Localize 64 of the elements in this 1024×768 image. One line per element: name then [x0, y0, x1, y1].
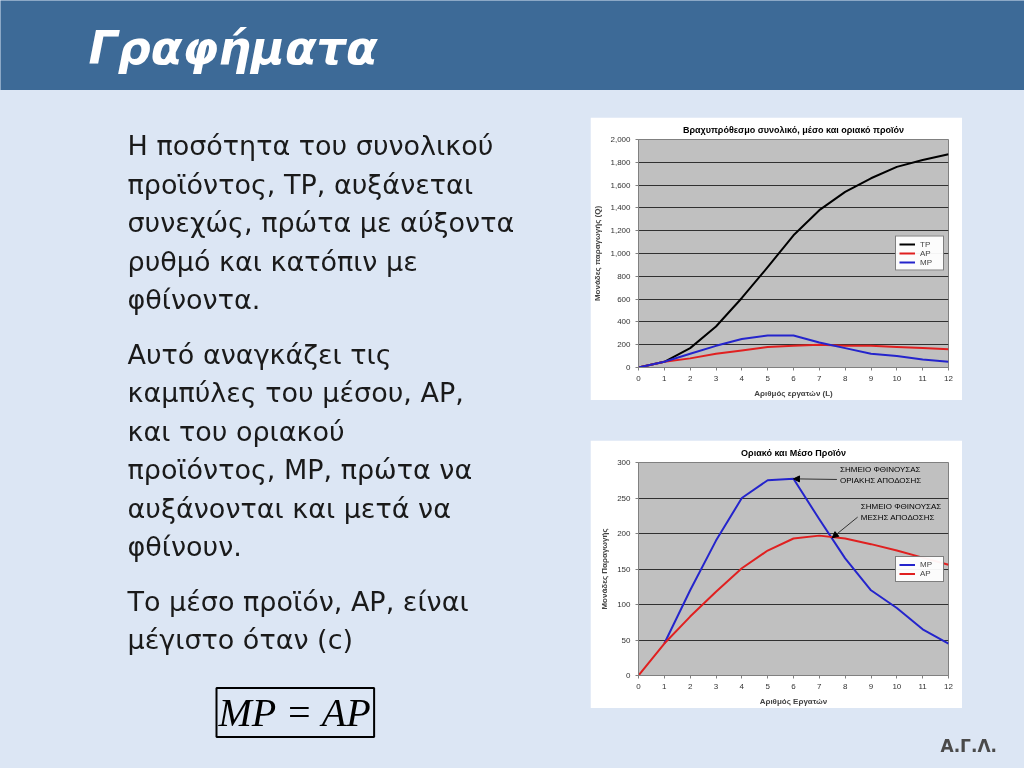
legend-label: MP	[920, 257, 933, 267]
x-tick-label: 9	[868, 681, 874, 691]
x-tick-label: 9	[868, 373, 874, 383]
text: Η ποσότητα του συνολικού προϊόντος, TP, αυξάνεται συνεχώς, πρώτα με αύξοντα ρυθμό και κατόπιν με φθίνοντα.	[127, 130, 515, 315]
legend-label: MP	[920, 559, 933, 569]
y-tick-label: 200	[617, 529, 632, 538]
x-tick-label: 4	[739, 373, 745, 383]
y-tick-label: 200	[617, 340, 632, 350]
x-tick-label: 11	[918, 681, 928, 691]
x-tick-label: 7	[817, 373, 823, 383]
text: Αυτό αναγκάζει τις καμπύλες του μέσου, AP, και του οριακού προϊόντος, MP, πρώτα να αυξάνονται και μετά να φθίνουν.	[127, 338, 473, 562]
text: Γραφήματα	[88, 20, 378, 75]
y-tick-label: 800	[617, 271, 632, 281]
x-tick-label: 5	[765, 373, 771, 383]
x-tick-label: 12	[944, 373, 954, 383]
x-tick-label: 10	[892, 681, 902, 691]
x-tick-label: 0	[636, 373, 642, 383]
annotation: ΣΗΜΕΙΟ ΦΘΙΝΟΥΣΑΣ ΜΕΣΗΣ ΑΠΟΔΟΣΗΣ	[860, 502, 942, 523]
x-tick-label: 3	[713, 373, 719, 383]
x-axis-title: Αριθμός εργατών (L)	[754, 388, 834, 398]
y-tick-label: 1,200	[610, 226, 632, 236]
y-tick-label: 1,600	[610, 180, 632, 190]
y-tick-label: 1,800	[610, 157, 632, 167]
x-tick-label: 10	[892, 373, 902, 383]
legend-label: AP	[920, 568, 932, 578]
y-axis-title: Μονάδες Παραγωγής	[600, 528, 610, 610]
chart-title: Οριακό και Μέσο Προϊόν	[741, 447, 846, 458]
x-tick-label: 8	[842, 681, 848, 691]
x-tick-label: 11	[918, 373, 928, 383]
x-tick-label: 12	[944, 681, 954, 691]
x-axis-title: Αριθμός Εργατών	[759, 696, 828, 706]
y-tick-label: 150	[617, 564, 632, 574]
annotation: ΣΗΜΕΙΟ ΦΘΙΝΟΥΣΑΣ ΟΡΙΑΚΗΣ ΑΠΟΔΟΣΗΣ	[840, 464, 922, 485]
x-tick-label: 2	[687, 681, 693, 691]
y-axis-title: Μονάδες παραγωγής (Q)	[593, 205, 603, 302]
legend-label: AP	[920, 248, 932, 258]
x-tick-label: 5	[765, 681, 771, 691]
y-tick-label: 300	[617, 458, 632, 467]
y-tick-label: 2,000	[610, 135, 632, 144]
y-tick-label: 600	[617, 294, 632, 304]
y-tick-label: 250	[617, 493, 632, 503]
line-series	[663, 477, 949, 645]
text: Το μέσο προϊόν, AP, είναι μέγιστο όταν (c)	[126, 585, 469, 655]
chart-title: Βραχυπρόθεσμο συνολικό, μέσο και οριακό προϊόν	[682, 124, 905, 135]
y-tick-label: 50	[621, 635, 632, 645]
text: MP = AP	[217, 690, 371, 735]
x-tick-label: 3	[713, 681, 719, 691]
y-tick-label: 100	[617, 600, 632, 609]
y-tick-label: 400	[617, 317, 632, 327]
x-tick-label: 7	[817, 681, 823, 691]
x-tick-label: 1	[662, 681, 668, 691]
x-tick-label: 1	[662, 373, 668, 383]
legend-label: TP	[920, 239, 932, 249]
y-tick-label: 0	[626, 363, 632, 372]
x-tick-label: 2	[687, 373, 693, 383]
x-tick-label: 4	[739, 681, 745, 691]
y-tick-label: 1,000	[610, 249, 632, 258]
y-tick-label: 0	[626, 671, 632, 680]
x-tick-label: 8	[842, 373, 848, 383]
x-tick-label: 0	[636, 681, 642, 691]
x-tick-label: 6	[791, 681, 797, 691]
y-tick-label: 1,400	[610, 203, 632, 213]
text: Α.Γ.Λ.	[940, 735, 998, 756]
x-tick-label: 6	[791, 373, 797, 383]
